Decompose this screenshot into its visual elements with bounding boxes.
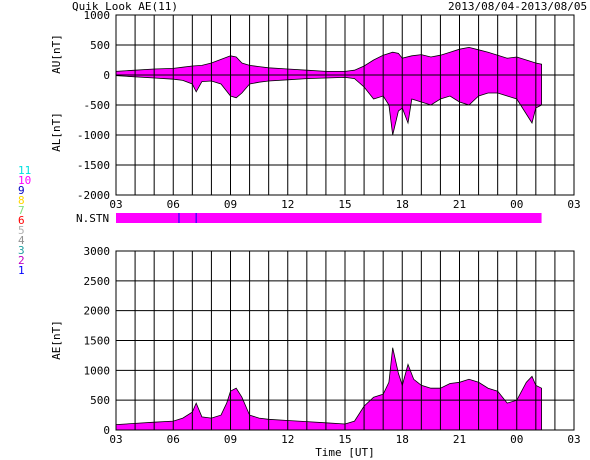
y-tick-label: 2000 xyxy=(84,305,111,318)
y-tick-label: 500 xyxy=(90,394,110,407)
y-tick-label: -1500 xyxy=(77,159,110,172)
x-tick-label: 03 xyxy=(567,198,580,211)
x-tick-label: 15 xyxy=(338,198,351,211)
station-key-item: 6 xyxy=(18,214,25,227)
al-series-area xyxy=(115,74,542,136)
station-key-item: 4 xyxy=(18,234,25,247)
x-tick-label: 09 xyxy=(224,198,237,211)
au-axis-label: AU[nT] xyxy=(50,34,63,74)
station-key-item: 1 xyxy=(18,264,25,277)
x-tick-label: 18 xyxy=(396,198,409,211)
station-key-item: 2 xyxy=(18,254,25,267)
nstn-bar xyxy=(116,213,542,223)
x-tick-label: 00 xyxy=(510,433,523,446)
station-key-item: 3 xyxy=(18,244,25,257)
y-tick-label: -2000 xyxy=(77,189,110,202)
x-tick-label: 15 xyxy=(338,433,351,446)
x-tick-label: 21 xyxy=(453,433,466,446)
date-range: 2013/08/04-2013/08/05 xyxy=(448,0,588,13)
station-key-item: 11 xyxy=(18,164,32,177)
y-tick-label: -1000 xyxy=(77,129,110,142)
y-tick-label: 500 xyxy=(90,39,110,52)
chart-title: Quik Look AE(11) xyxy=(72,0,178,13)
station-key-item: 10 xyxy=(18,174,32,187)
y-tick-label: -500 xyxy=(84,99,111,112)
nstn-label: N.STN xyxy=(76,212,109,225)
x-axis-label: Time [UT] xyxy=(315,446,375,459)
x-tick-label: 09 xyxy=(224,433,237,446)
x-tick-label: 00 xyxy=(510,198,523,211)
x-tick-label: 03 xyxy=(109,433,122,446)
nstn-panel: N.STN xyxy=(76,212,542,225)
x-tick-label: 21 xyxy=(453,198,466,211)
x-tick-label: 03 xyxy=(567,433,580,446)
x-tick-label: 06 xyxy=(167,198,180,211)
y-tick-label: 0 xyxy=(103,69,110,82)
ae-series-area xyxy=(115,347,542,431)
y-tick-label: 1000 xyxy=(84,9,111,22)
x-tick-label: 12 xyxy=(281,198,294,211)
station-key-item: 8 xyxy=(18,194,25,207)
x-tick-label: 03 xyxy=(109,198,122,211)
y-tick-label: 3000 xyxy=(84,245,111,258)
y-tick-label: 1500 xyxy=(84,335,111,348)
plot-frame xyxy=(115,14,575,196)
al-axis-label: AL[nT] xyxy=(50,112,63,152)
plot-frame xyxy=(115,250,575,431)
station-key-item: 5 xyxy=(18,224,25,237)
ae-axis-label: AE[nT] xyxy=(50,320,63,360)
y-tick-label: 0 xyxy=(103,424,110,437)
y-tick-label: 1000 xyxy=(84,364,111,377)
x-tick-label: 18 xyxy=(396,433,409,446)
station-key-item: 7 xyxy=(18,204,25,217)
station-key-item: 9 xyxy=(18,184,25,197)
x-tick-label: 12 xyxy=(281,433,294,446)
au-series-area xyxy=(115,46,542,76)
y-tick-label: 2500 xyxy=(84,275,111,288)
x-tick-label: 06 xyxy=(167,433,180,446)
